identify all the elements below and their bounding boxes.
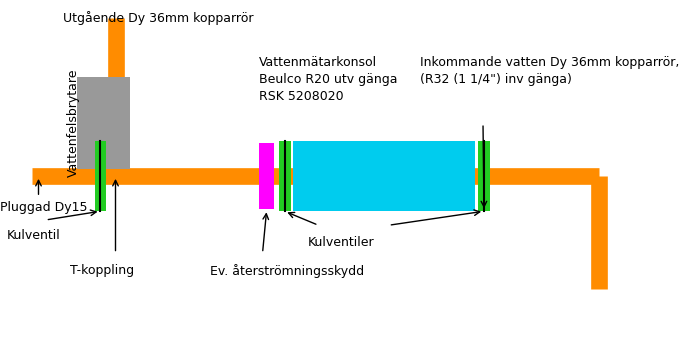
Text: Kulventil: Kulventil bbox=[7, 229, 61, 242]
Text: Pluggad Dy15: Pluggad Dy15 bbox=[0, 201, 88, 214]
Text: Ev. återströmningsskydd: Ev. återströmningsskydd bbox=[210, 264, 364, 278]
Bar bbox=[94, 141, 106, 211]
Text: Vattenmätarkonsol
Beulco R20 utv gänga
RSK 5208020: Vattenmätarkonsol Beulco R20 utv gänga R… bbox=[259, 56, 398, 103]
Text: Inkommande vatten Dy 36mm kopparrör,
(R32 (1 1/4") inv gänga): Inkommande vatten Dy 36mm kopparrör, (R3… bbox=[420, 56, 680, 86]
Bar bbox=[77, 77, 130, 169]
Text: Utgående Dy 36mm kopparrör: Utgående Dy 36mm kopparrör bbox=[63, 11, 253, 25]
Text: Kulventiler: Kulventiler bbox=[308, 236, 374, 249]
Bar bbox=[478, 141, 490, 211]
Text: T-koppling: T-koppling bbox=[70, 264, 134, 277]
Bar bbox=[293, 141, 475, 211]
Bar bbox=[259, 143, 274, 209]
Text: Vattenfelsbrytare: Vattenfelsbrytare bbox=[67, 69, 80, 177]
Bar bbox=[279, 141, 290, 211]
